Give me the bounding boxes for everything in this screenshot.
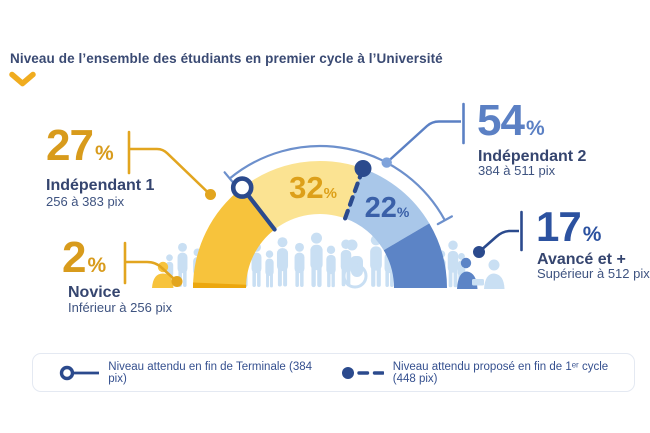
callout-dot-avance [473,246,485,258]
stat-avance-label: Avancé et + [537,251,626,268]
legend-terminale-label: Niveau attendu en fin de Terminale (384 … [108,360,313,385]
stat-avance-percent-sign: % [582,223,602,246]
inner-32-percent-sign: % [323,185,337,202]
stat-novice-label: Novice [68,284,121,301]
gauge-segment-independant2b [345,168,430,251]
callout-line-ind1 [129,147,208,193]
sitting-figure-gold [152,261,174,288]
legend-item-terminale: Niveau attendu en fin de Terminale (384 … [59,361,315,385]
stat-ind2-range: 384 à 511 pix [478,163,556,178]
stat-novice-range: Inférieur à 256 pix [68,300,173,315]
callout-line-ind2 [385,120,461,164]
marker-cycle-needle [343,171,364,221]
callout-dot-ind1 [205,189,216,200]
stat-avance-range: Supérieur à 512 pix [537,266,650,281]
sitting-figure-light [472,259,505,289]
chevron-down-glyph [9,71,36,87]
stat-ind2-value: 54% [477,99,545,143]
bracket-node-dot [381,157,392,168]
stat-ind2-percent-sign: % [525,117,545,140]
stat-novice-value: 2% [62,236,106,280]
callout-dot-novice [171,276,183,287]
chevron-down-icon[interactable] [9,71,36,88]
marker-terminale-needle [242,189,277,232]
gauge-segment-avance [383,223,447,288]
page-title: Niveau de l’ensemble des étudiants en pr… [10,51,443,66]
stat-avance-value: 17% [536,206,601,248]
wheelchair-wheel [342,263,368,289]
stat-ind1-value: 27% [46,124,114,168]
dashed-dot-marker-icon [341,366,384,379]
callout-line-avance [478,229,519,253]
callout-line-novice [125,260,175,280]
stat-ind1-label: Indépendant 1 [46,177,155,194]
stat-avance-number: 17 [536,203,582,250]
bracket-tick-right [436,215,453,226]
legend-item-cycle: Niveau attendu proposé en fin de 1ᵉʳ cyc… [341,361,634,385]
inner-22-number: 22 [364,192,397,224]
legend-dot [341,366,354,379]
legend-cycle-label: Niveau attendu proposé en fin de 1ᵉʳ cyc… [392,360,609,385]
marker-terminale-ring [230,176,254,199]
marker-cycle-dot [354,160,372,177]
gauge-segment-independant2a [242,160,363,230]
stat-ind1-number: 27 [46,121,94,170]
inner-label-32: 32% [281,172,345,203]
stat-novice-number: 2 [62,233,87,282]
stat-novice-percent-sign: % [87,254,107,277]
legend-ring [59,365,75,380]
inner-22-percent-sign: % [396,204,410,220]
stat-ind2-label: Indépendant 2 [478,148,587,165]
stat-ind2-number: 54 [477,96,525,145]
inner-label-22: 22% [356,194,418,223]
solid-ring-marker-icon [59,365,100,380]
inner-32-number: 32 [289,170,324,205]
legend-box: Niveau attendu en fin de Terminale (384 … [32,353,635,392]
range-bracket-arc [229,144,446,221]
stat-ind1-range: 256 à 383 pix [46,194,125,209]
gauge-segment-independant1 [192,187,275,288]
gauge-segment-base-shadow [193,282,247,288]
stat-ind1-percent-sign: % [94,142,114,165]
